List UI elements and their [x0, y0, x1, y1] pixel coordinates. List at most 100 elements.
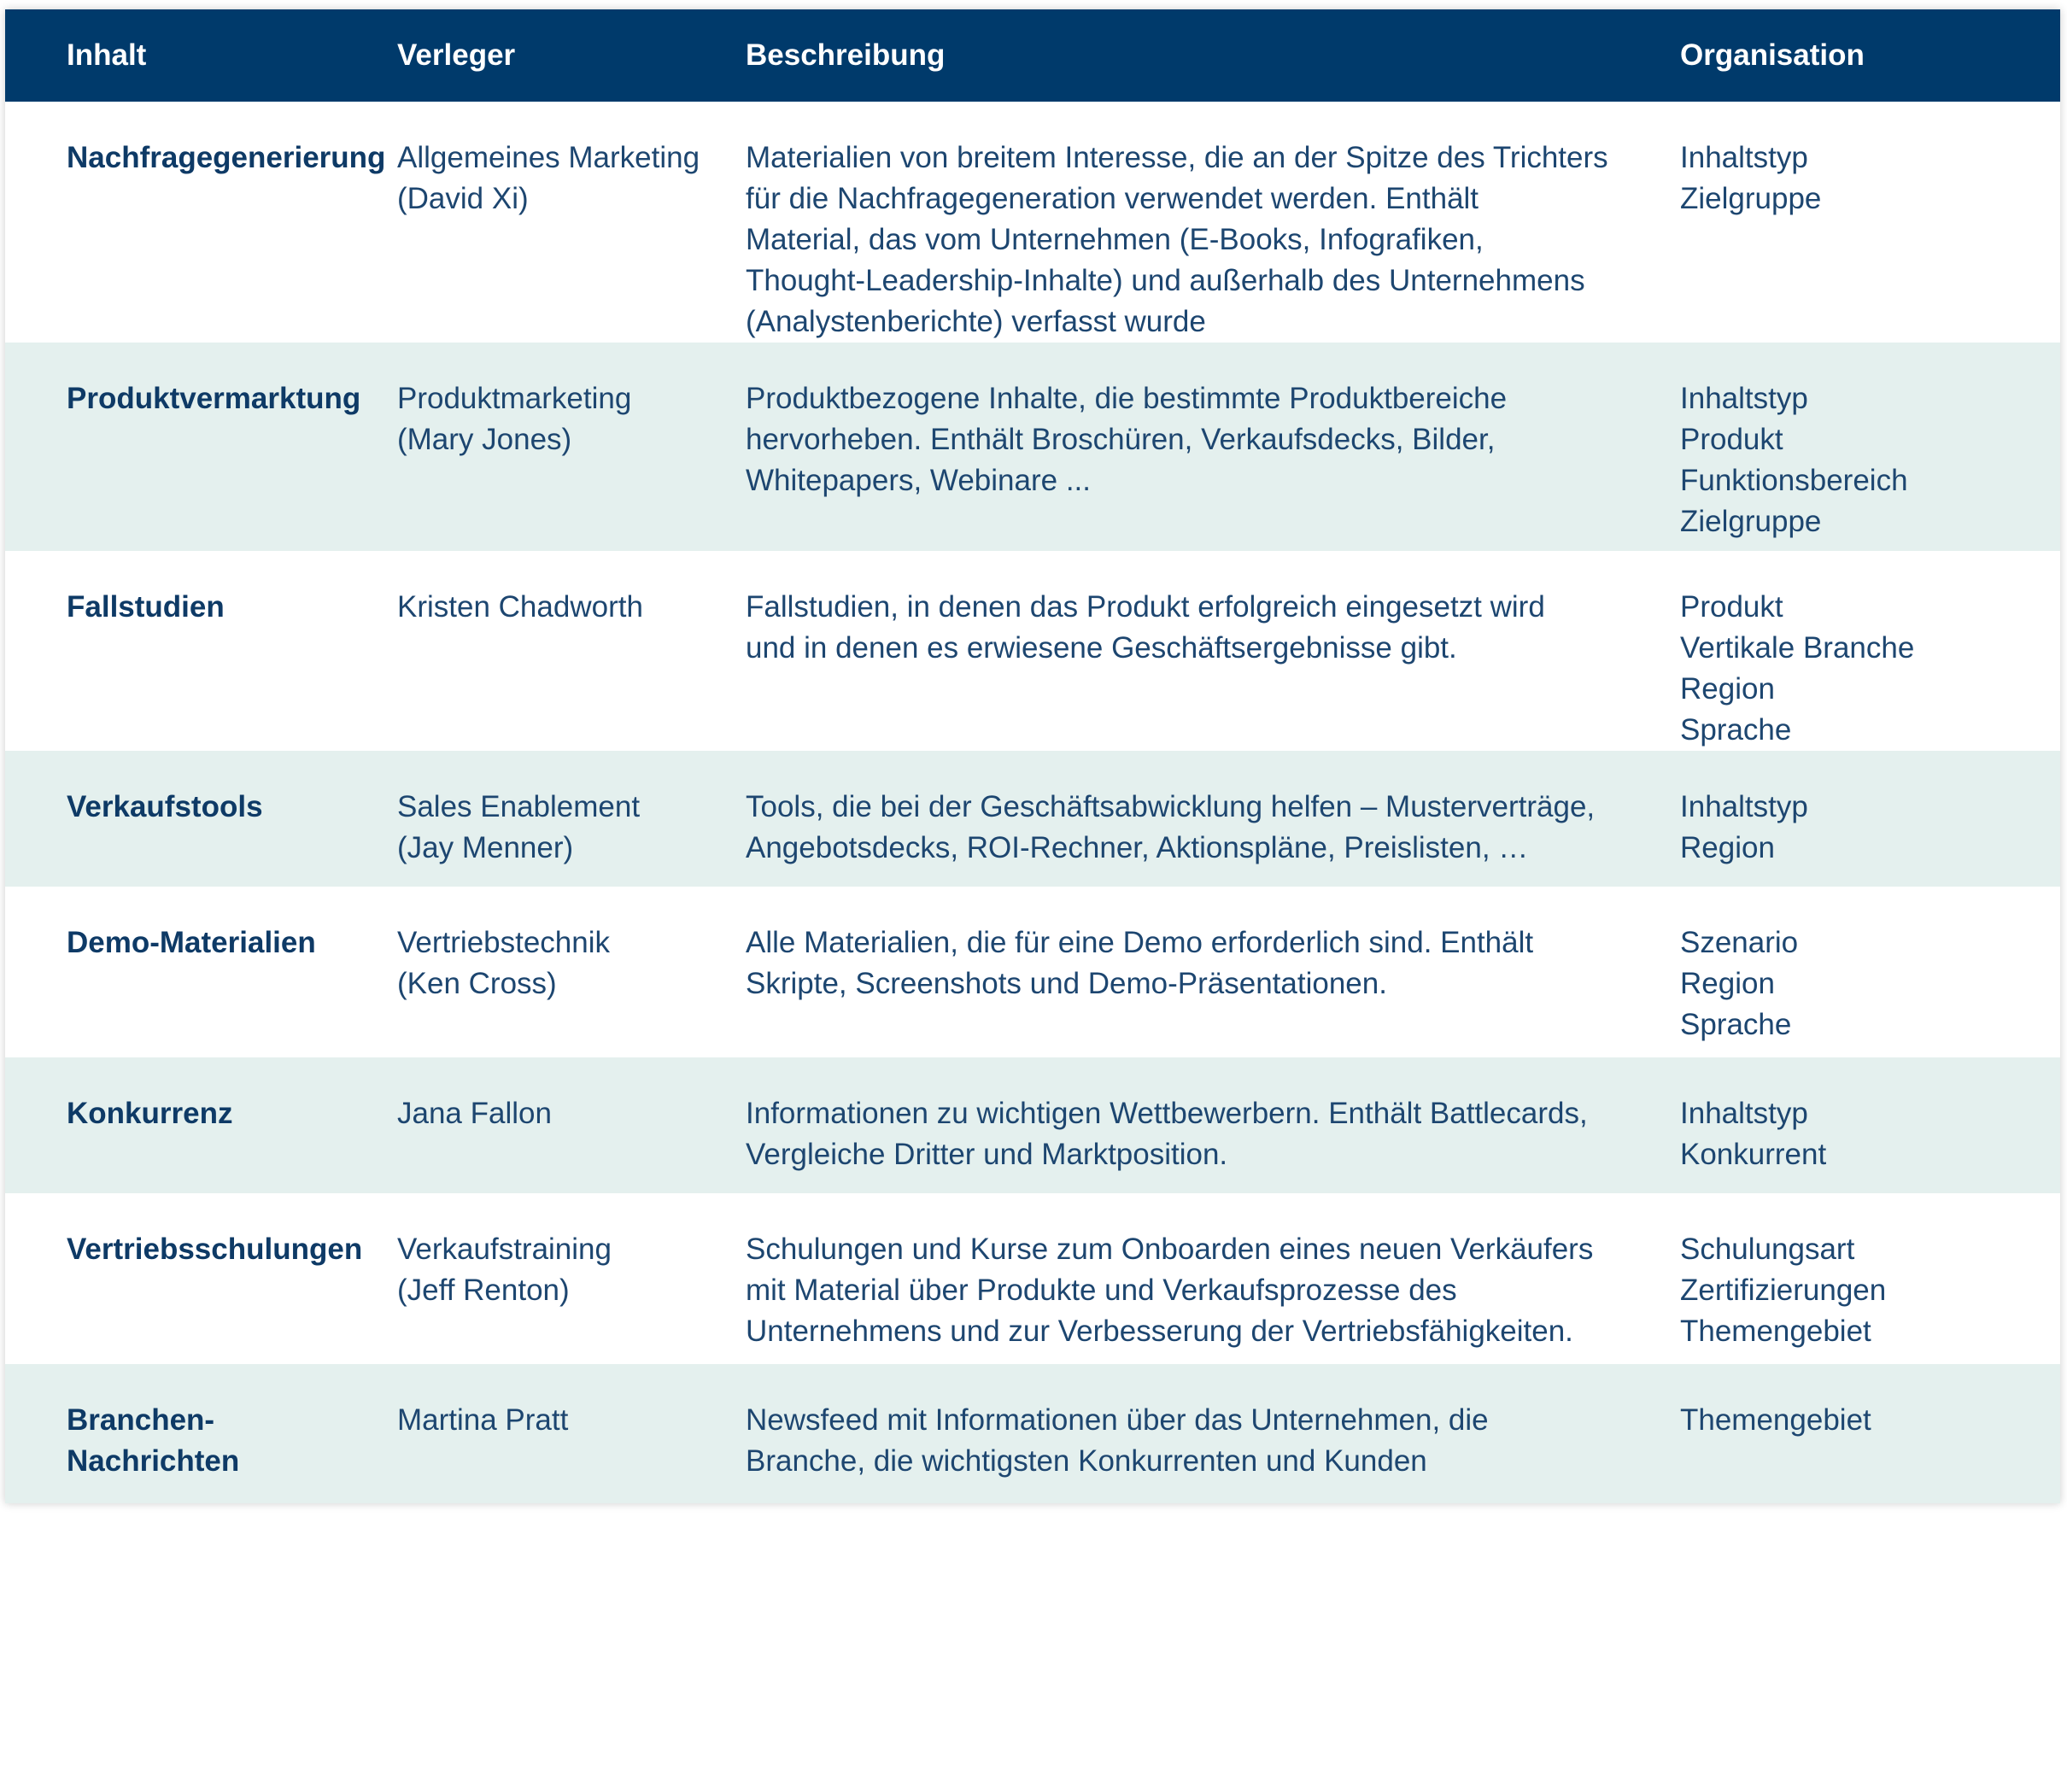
cell-description-line: Vergleiche Dritter und Marktposition.	[746, 1138, 1228, 1171]
cell-publisher: Produktmarketing (Mary Jones)	[397, 343, 746, 551]
cell-organization: Schulungsart Zertifizierungen Themengebiet	[1680, 1193, 2060, 1364]
cell-description: Informationen zu wichtigen Wettbewerbern…	[746, 1057, 1680, 1193]
table-header: Inhalt Verleger Beschreibung Organisatio…	[5, 9, 2060, 102]
cell-organization-line: Schulungsart	[1680, 1233, 1855, 1266]
table-row: Produktvermarktung Produktmarketing (Mary …	[5, 343, 2060, 551]
cell-description-line: mit Material über Produkte und Verkaufsp…	[746, 1274, 1457, 1307]
header-organization: Organisation	[1680, 38, 1865, 72]
cell-description-line: Material, das vom Unternehmen (E-Books, …	[746, 223, 1484, 256]
cell-description-line: Skripte, Screenshots und Demo-Präsentati…	[746, 967, 1387, 1000]
cell-organization-line: Region	[1680, 831, 1775, 864]
cell-description-line: (Analystenberichte) verfasst wurde	[746, 305, 1206, 338]
cell-description-line: hervorheben. Enthält Broschüren, Verkauf…	[746, 423, 1496, 456]
header-publisher: Verleger	[397, 38, 516, 72]
table-row: Nachfragegenerierung Allgemeines Marketin…	[5, 102, 2060, 343]
table-row: Branchen-Nachrichten Martina Pratt Newsfee…	[5, 1364, 2060, 1503]
cell-publisher-line: (Ken Cross)	[397, 967, 557, 1000]
cell-description: Fallstudien, in denen das Produkt erfolg…	[746, 551, 1680, 751]
cell-organization-line: Funktionsbereich	[1680, 464, 1908, 497]
cell-organization-line: Zielgruppe	[1680, 505, 1822, 538]
cell-publisher-line: Kristen Chadworth	[397, 590, 643, 624]
cell-organization-line: Szenario	[1680, 926, 1799, 959]
cell-description: Tools, die bei der Geschäftsabwicklung h…	[746, 751, 1680, 887]
content-table-container: Inhalt Verleger Beschreibung Organisatio…	[5, 9, 2060, 1503]
cell-publisher-line: Allgemeines Marketing	[397, 141, 700, 174]
cell-organization: Inhaltstyp Produkt Funktionsbereich Zielgru…	[1680, 343, 2060, 551]
cell-publisher: Jana Fallon	[397, 1057, 746, 1193]
header-description: Beschreibung	[746, 38, 946, 72]
cell-publisher-line: Sales Enablement	[397, 790, 641, 823]
cell-description: Materialien von breitem Interesse, die a…	[746, 102, 1680, 343]
cell-publisher-line: Jana Fallon	[397, 1097, 552, 1130]
cell-description-line: Unternehmens und zur Verbesserung der Ve…	[746, 1315, 1573, 1348]
cell-content: Konkurrenz	[67, 1097, 233, 1130]
cell-description: Newsfeed mit Informationen über das Unte…	[746, 1364, 1680, 1503]
cell-description-line: Newsfeed mit Informationen über das Unte…	[746, 1403, 1489, 1437]
table-row: Fallstudien Kristen Chadworth Fallstudien,…	[5, 551, 2060, 751]
cell-publisher-line: (Jay Menner)	[397, 831, 574, 864]
cell-organization-line: Produkt	[1680, 590, 1783, 624]
cell-description-line: Thought-Leadership-Inhalte) und außerhal…	[746, 264, 1585, 297]
cell-description: Schulungen und Kurse zum Onboarden eines…	[746, 1193, 1680, 1364]
cell-organization-line: Vertikale Branche	[1680, 631, 1915, 665]
cell-organization: Inhaltstyp Konkurrent	[1680, 1057, 2060, 1193]
cell-organization: Inhaltstyp Region	[1680, 751, 2060, 887]
cell-description: Alle Materialien, die für eine Demo erfo…	[746, 887, 1680, 1057]
cell-organization-line: Sprache	[1680, 1008, 1792, 1041]
cell-content: Nachfragegenerierung	[67, 141, 386, 174]
cell-publisher-line: (David Xi)	[397, 182, 529, 215]
header-row: Inhalt Verleger Beschreibung Organisatio…	[5, 9, 2060, 102]
cell-publisher-line: Vertriebstechnik	[397, 926, 611, 959]
cell-organization-line: Produkt	[1680, 423, 1783, 456]
cell-organization-line: Inhaltstyp	[1680, 141, 1808, 174]
cell-publisher-line: Verkaufstraining	[397, 1233, 612, 1266]
cell-content: Verkaufstools	[67, 790, 263, 823]
cell-description-line: und in denen es erwiesene Geschäftsergeb…	[746, 631, 1457, 665]
cell-publisher-line: (Mary Jones)	[397, 423, 572, 456]
cell-organization-line: Themengebiet	[1680, 1403, 1871, 1437]
cell-publisher: Verkaufstraining (Jeff Renton)	[397, 1193, 746, 1364]
cell-description-line: Whitepapers, Webinare ...	[746, 464, 1091, 497]
cell-publisher-line: Produktmarketing	[397, 382, 632, 415]
cell-organization-line: Sprache	[1680, 713, 1792, 747]
cell-organization: Themengebiet	[1680, 1364, 2060, 1503]
cell-organization-line: Konkurrent	[1680, 1138, 1827, 1171]
cell-content: Branchen-Nachrichten	[67, 1403, 240, 1478]
cell-description-line: Fallstudien, in denen das Produkt erfolg…	[746, 590, 1545, 624]
cell-organization-line: Themengebiet	[1680, 1315, 1871, 1348]
cell-publisher-line: Martina Pratt	[397, 1403, 569, 1437]
cell-organization-line: Zertifizierungen	[1680, 1274, 1887, 1307]
cell-organization: Szenario Region Sprache	[1680, 887, 2060, 1057]
cell-organization: Inhaltstyp Zielgruppe	[1680, 102, 2060, 343]
table-row: Vertriebsschulungen Verkaufstraining (Jeff…	[5, 1193, 2060, 1364]
cell-description-line: Angebotsdecks, ROI-Rechner, Aktionspläne…	[746, 831, 1529, 864]
cell-organization-line: Inhaltstyp	[1680, 790, 1808, 823]
cell-content: Demo-Materialien	[67, 926, 316, 959]
cell-description-line: Informationen zu wichtigen Wettbewerbern…	[746, 1097, 1588, 1130]
cell-publisher: Vertriebstechnik (Ken Cross)	[397, 887, 746, 1057]
cell-content: Fallstudien	[67, 590, 225, 624]
cell-content: Produktvermarktung	[67, 382, 361, 415]
cell-description-line: Produktbezogene Inhalte, die bestimmte P…	[746, 382, 1508, 415]
cell-description-line: Schulungen und Kurse zum Onboarden eines…	[746, 1233, 1594, 1266]
table-row: Konkurrenz Jana Fallon Informationen zu wi…	[5, 1057, 2060, 1193]
cell-content: Vertriebsschulungen	[67, 1233, 363, 1266]
cell-organization-line: Region	[1680, 672, 1775, 706]
cell-description-line: Branche, die wichtigsten Konkurrenten un…	[746, 1444, 1427, 1478]
table-body: Nachfragegenerierung Allgemeines Marketin…	[5, 102, 2060, 1503]
cell-publisher: Martina Pratt	[397, 1364, 746, 1503]
cell-organization-line: Inhaltstyp	[1680, 1097, 1808, 1130]
cell-organization: Produkt Vertikale Branche Region Sprache	[1680, 551, 2060, 751]
cell-publisher: Kristen Chadworth	[397, 551, 746, 751]
content-table: Inhalt Verleger Beschreibung Organisatio…	[5, 9, 2060, 1503]
cell-publisher-line: (Jeff Renton)	[397, 1274, 570, 1307]
cell-description: Produktbezogene Inhalte, die bestimmte P…	[746, 343, 1680, 551]
table-row: Demo-Materialien Vertriebstechnik (Ken Cro…	[5, 887, 2060, 1057]
cell-publisher: Sales Enablement (Jay Menner)	[397, 751, 746, 887]
cell-organization-line: Inhaltstyp	[1680, 382, 1808, 415]
cell-description-line: Tools, die bei der Geschäftsabwicklung h…	[746, 790, 1596, 823]
table-row: Verkaufstools Sales Enablement (Jay Menner…	[5, 751, 2060, 887]
cell-organization-line: Zielgruppe	[1680, 182, 1822, 215]
header-content: Inhalt	[67, 38, 147, 72]
cell-publisher: Allgemeines Marketing (David Xi)	[397, 102, 746, 343]
